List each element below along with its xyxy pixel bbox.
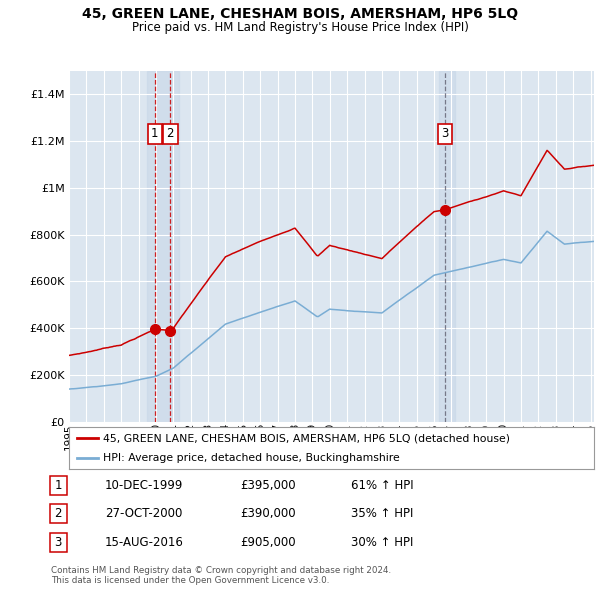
- Text: 2: 2: [167, 127, 174, 140]
- Text: Price paid vs. HM Land Registry's House Price Index (HPI): Price paid vs. HM Land Registry's House …: [131, 21, 469, 34]
- Text: 10-DEC-1999: 10-DEC-1999: [105, 479, 184, 492]
- Text: 45, GREEN LANE, CHESHAM BOIS, AMERSHAM, HP6 5LQ: 45, GREEN LANE, CHESHAM BOIS, AMERSHAM, …: [82, 7, 518, 21]
- Bar: [439, 71, 455, 422]
- Text: 45, GREEN LANE, CHESHAM BOIS, AMERSHAM, HP6 5LQ (detached house): 45, GREEN LANE, CHESHAM BOIS, AMERSHAM, …: [103, 433, 510, 443]
- Text: £395,000: £395,000: [240, 479, 296, 492]
- Bar: [147, 71, 179, 422]
- Text: HPI: Average price, detached house, Buckinghamshire: HPI: Average price, detached house, Buck…: [103, 454, 400, 463]
- Text: £390,000: £390,000: [240, 507, 296, 520]
- Text: 27-OCT-2000: 27-OCT-2000: [105, 507, 182, 520]
- Text: 15-AUG-2016: 15-AUG-2016: [105, 536, 184, 549]
- Text: 3: 3: [55, 536, 62, 549]
- Text: £905,000: £905,000: [240, 536, 296, 549]
- Text: 61% ↑ HPI: 61% ↑ HPI: [351, 479, 413, 492]
- Text: 3: 3: [441, 127, 449, 140]
- Text: 1: 1: [55, 479, 62, 492]
- Text: 2: 2: [55, 507, 62, 520]
- Text: 30% ↑ HPI: 30% ↑ HPI: [351, 536, 413, 549]
- Text: 35% ↑ HPI: 35% ↑ HPI: [351, 507, 413, 520]
- Text: 1: 1: [151, 127, 158, 140]
- Text: Contains HM Land Registry data © Crown copyright and database right 2024.
This d: Contains HM Land Registry data © Crown c…: [51, 566, 391, 585]
